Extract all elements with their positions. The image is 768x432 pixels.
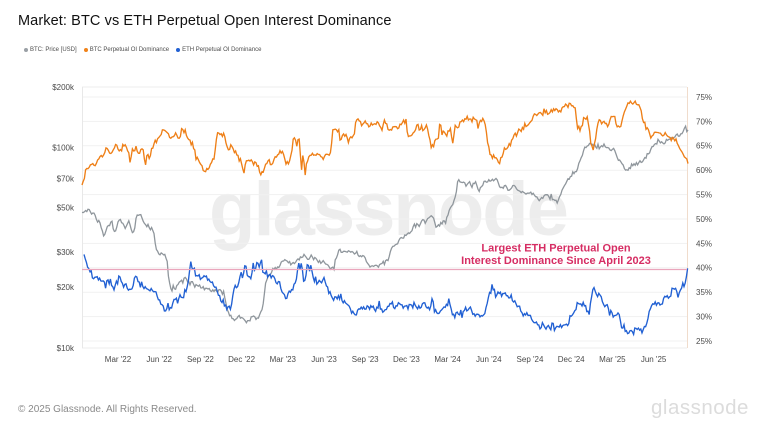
svg-text:Mar '22: Mar '22 (105, 355, 132, 364)
svg-text:glassnode: glassnode (209, 167, 567, 252)
svg-text:Mar '24: Mar '24 (434, 355, 461, 364)
svg-text:50%: 50% (696, 215, 712, 224)
svg-text:70%: 70% (696, 117, 712, 126)
svg-text:$10k: $10k (57, 344, 75, 353)
svg-text:40%: 40% (696, 264, 712, 273)
svg-text:Sep '23: Sep '23 (352, 355, 379, 364)
svg-text:55%: 55% (696, 191, 712, 200)
svg-text:$30k: $30k (57, 248, 75, 257)
svg-text:$50k: $50k (57, 204, 75, 213)
svg-text:65%: 65% (696, 142, 712, 151)
svg-text:Dec '24: Dec '24 (558, 355, 585, 364)
svg-text:Sep '22: Sep '22 (187, 355, 214, 364)
svg-text:Dec '23: Dec '23 (393, 355, 420, 364)
svg-text:$70k: $70k (57, 174, 75, 183)
svg-text:Jun '25: Jun '25 (641, 355, 667, 364)
svg-text:45%: 45% (696, 239, 712, 248)
svg-text:25%: 25% (696, 337, 712, 346)
svg-text:$100k: $100k (52, 143, 75, 152)
svg-text:Dec '22: Dec '22 (228, 355, 255, 364)
svg-text:Interest Dominance Since April: Interest Dominance Since April 2023 (461, 255, 651, 267)
svg-text:30%: 30% (696, 313, 712, 322)
svg-text:Mar '23: Mar '23 (270, 355, 297, 364)
svg-text:Jun '24: Jun '24 (476, 355, 502, 364)
svg-text:60%: 60% (696, 166, 712, 175)
svg-text:35%: 35% (696, 288, 712, 297)
svg-text:75%: 75% (696, 93, 712, 102)
svg-text:Jun '23: Jun '23 (311, 355, 337, 364)
svg-text:Largest ETH Perpetual Open: Largest ETH Perpetual Open (481, 243, 630, 255)
svg-text:Jun '22: Jun '22 (146, 355, 172, 364)
svg-text:Mar '25: Mar '25 (599, 355, 626, 364)
svg-text:$200k: $200k (52, 83, 75, 92)
svg-text:$20k: $20k (57, 283, 75, 292)
svg-text:Sep '24: Sep '24 (517, 355, 544, 364)
